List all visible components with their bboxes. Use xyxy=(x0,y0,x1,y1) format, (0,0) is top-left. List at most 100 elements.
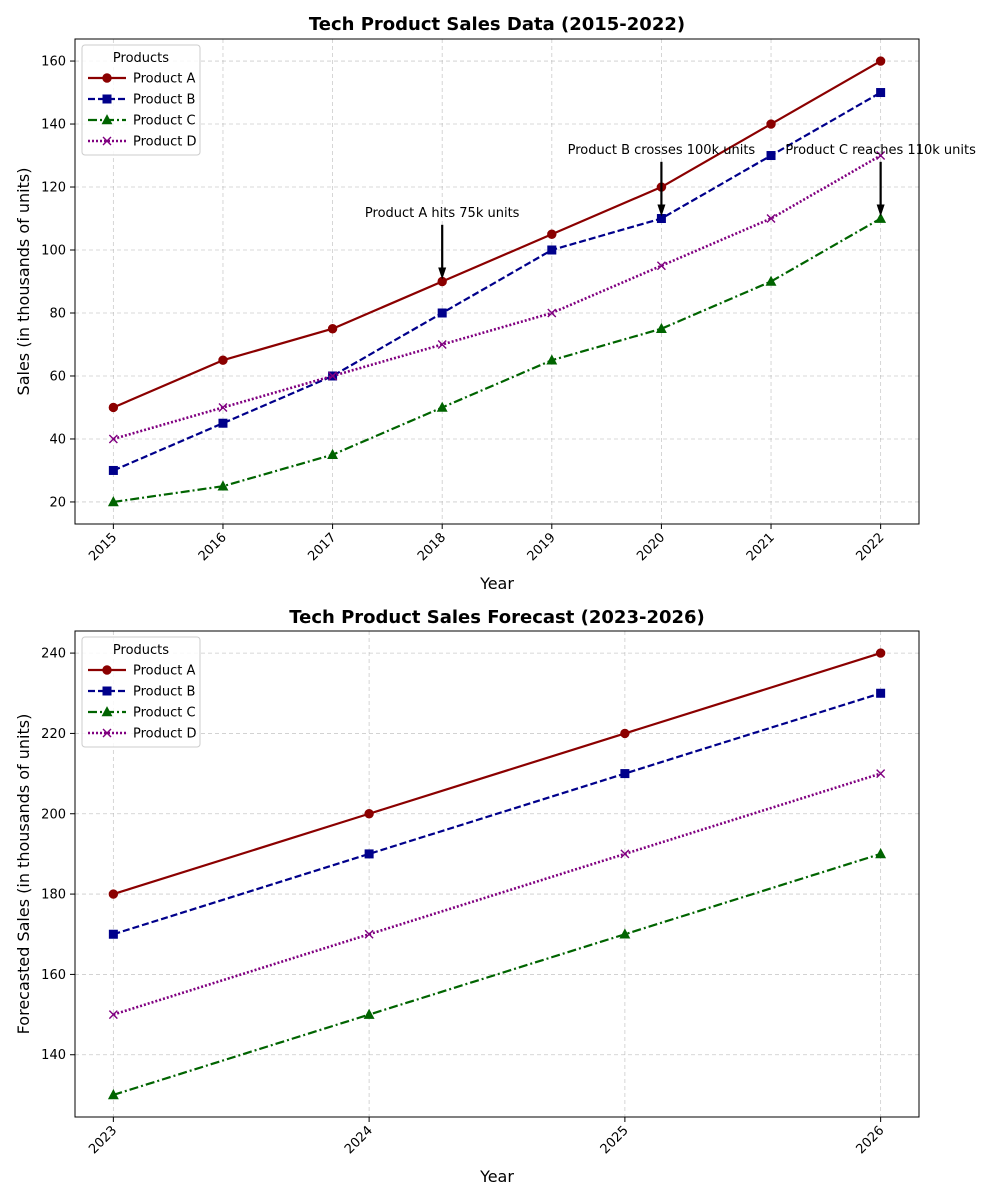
series-line-product-a xyxy=(112,60,882,409)
series-product-a xyxy=(108,648,886,899)
data-point-product-d xyxy=(620,849,630,859)
data-point-product-a xyxy=(218,355,228,365)
data-point-product-b xyxy=(108,465,118,475)
legend: Products Product A Product B Product C Produ… xyxy=(81,44,201,156)
plot-frame xyxy=(74,38,920,525)
y-tick-label: 100 xyxy=(41,244,66,259)
series-line-product-a xyxy=(113,652,881,896)
legend-marker xyxy=(102,136,112,146)
data-point-product-d xyxy=(108,1010,118,1020)
annotation-text: Product A hits 75k units xyxy=(365,206,520,221)
data-point-product-c xyxy=(765,275,777,286)
series-product-d xyxy=(108,769,886,1020)
data-point-product-a xyxy=(875,56,886,66)
data-point-product-c xyxy=(619,928,631,939)
data-point-product-d xyxy=(218,402,228,412)
data-point-product-c xyxy=(436,401,448,412)
legend-label: Product D xyxy=(133,727,197,742)
y-tick-label: 80 xyxy=(49,306,66,321)
data-point-product-b xyxy=(766,151,776,161)
y-axis-label: Forecasted Sales (in thousands of units) xyxy=(14,714,33,1035)
data-point-product-b xyxy=(620,769,630,779)
sales-forecast-chart: Tech Product Sales Forecast (2023-2026) 2… xyxy=(14,607,920,1186)
legend: Products Product A Product B Product C Produ… xyxy=(81,636,201,748)
data-point-product-c xyxy=(107,1089,119,1100)
series-line-product-b xyxy=(113,692,881,936)
legend-marker xyxy=(102,665,112,675)
legend-label: Product C xyxy=(133,114,196,129)
data-point-product-b xyxy=(876,88,886,98)
data-point-product-c xyxy=(875,848,887,859)
legend-label: Product C xyxy=(133,706,196,721)
legend-entry-product-d: Product D xyxy=(88,727,197,742)
data-point-product-b xyxy=(108,929,118,939)
data-point-product-b xyxy=(364,849,374,859)
grid-lines xyxy=(75,631,919,1117)
data-point-product-b xyxy=(876,688,886,698)
legend-entry-product-c: Product C xyxy=(88,114,196,129)
legend-box xyxy=(81,44,201,156)
data-point-product-a xyxy=(547,229,557,239)
data-point-product-a xyxy=(108,402,119,413)
annotation-arrow-head xyxy=(876,204,885,217)
y-axis-label: Sales (in thousands of units) xyxy=(14,168,33,396)
data-point-product-d xyxy=(766,214,776,224)
legend-label: Product A xyxy=(133,72,195,87)
series-product-b xyxy=(108,688,886,939)
annotation: Product C reaches 110k units xyxy=(785,143,976,217)
legend-box xyxy=(81,636,201,748)
series-product-c xyxy=(107,212,887,507)
y-tick-label: 160 xyxy=(41,968,66,983)
series-product-d xyxy=(108,151,886,444)
y-tick-label: 160 xyxy=(41,55,66,70)
data-point-product-b xyxy=(547,245,557,255)
chart-title: Tech Product Sales Data (2015-2022) xyxy=(309,14,685,35)
legend-title: Products xyxy=(113,51,169,66)
legend-entry-product-b: Product B xyxy=(88,685,195,700)
legend-label: Product D xyxy=(133,135,197,150)
data-point-product-c xyxy=(217,480,229,491)
legend-entry-product-d: Product D xyxy=(88,135,197,150)
annotation-arrow-head xyxy=(438,267,447,280)
data-point-product-a xyxy=(620,728,630,739)
series-line-product-d xyxy=(113,154,882,441)
legend-entry-product-a: Product A xyxy=(88,72,195,87)
y-tick-label: 120 xyxy=(41,181,66,196)
y-tick-label: 40 xyxy=(49,432,66,447)
data-point-product-a xyxy=(766,119,776,129)
data-point-product-d xyxy=(547,308,557,318)
series-product-c xyxy=(107,848,887,1100)
y-tick-label: 60 xyxy=(49,369,66,384)
legend-marker xyxy=(102,73,112,83)
data-point-product-d xyxy=(876,769,886,779)
y-tick-label: 220 xyxy=(41,727,66,742)
annotation-arrow-head xyxy=(657,204,666,217)
legend-marker xyxy=(102,94,112,104)
grid-lines xyxy=(75,39,919,524)
y-tick-label: 140 xyxy=(41,1048,66,1063)
x-axis-label: Year xyxy=(479,1167,514,1186)
chart-title: Tech Product Sales Forecast (2023-2026) xyxy=(289,607,705,628)
data-point-product-a xyxy=(875,648,886,658)
legend-label: Product B xyxy=(133,93,195,108)
legend-title: Products xyxy=(113,643,169,658)
annotation: Product A hits 75k units xyxy=(365,206,520,280)
data-point-product-c xyxy=(875,212,887,223)
legend-marker xyxy=(101,114,113,125)
data-point-product-d xyxy=(108,434,118,444)
data-point-product-b xyxy=(218,418,228,428)
y-tick-label: 140 xyxy=(41,118,66,133)
legend-marker xyxy=(102,686,112,696)
data-point-product-a xyxy=(108,889,119,899)
data-point-product-d xyxy=(364,929,374,939)
plot-frame xyxy=(74,630,920,1118)
x-axis-label: Year xyxy=(479,574,514,593)
legend-entry-product-b: Product B xyxy=(88,93,195,108)
legend-label: Product B xyxy=(133,685,195,700)
data-point-product-d xyxy=(876,151,886,161)
data-point-product-c xyxy=(363,1008,375,1019)
data-point-product-b xyxy=(437,308,447,318)
legend-marker xyxy=(102,728,112,738)
